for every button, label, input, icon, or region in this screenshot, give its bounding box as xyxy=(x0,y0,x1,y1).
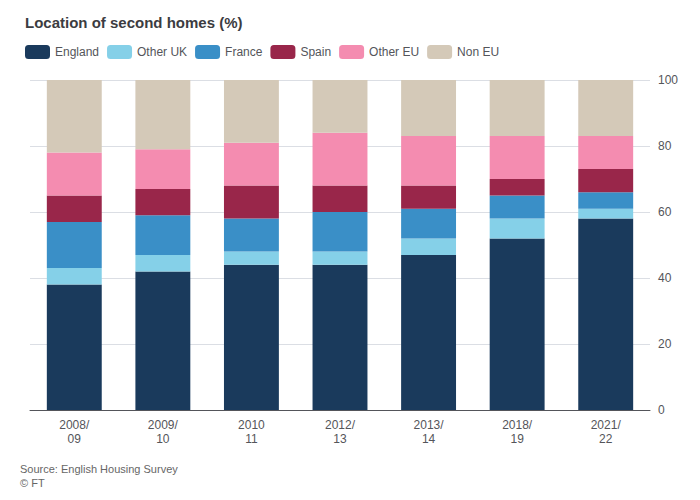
svg-text:20: 20 xyxy=(658,337,672,351)
svg-text:40: 40 xyxy=(658,271,672,285)
svg-text:09: 09 xyxy=(68,432,82,446)
svg-text:Other UK: Other UK xyxy=(137,45,187,59)
svg-text:19: 19 xyxy=(510,432,524,446)
svg-text:2009/: 2009/ xyxy=(148,418,179,432)
svg-text:80: 80 xyxy=(658,139,672,153)
svg-text:0: 0 xyxy=(658,403,665,417)
svg-text:Spain: Spain xyxy=(300,45,331,59)
svg-text:11: 11 xyxy=(245,432,258,446)
svg-text:England: England xyxy=(55,45,99,59)
svg-text:2021/: 2021/ xyxy=(591,418,622,432)
svg-text:Other EU: Other EU xyxy=(369,45,419,59)
svg-text:22: 22 xyxy=(599,432,613,446)
svg-text:2012/: 2012/ xyxy=(325,418,356,432)
svg-text:2008/: 2008/ xyxy=(59,418,90,432)
svg-text:13: 13 xyxy=(333,432,347,446)
svg-text:© FT: © FT xyxy=(20,477,45,489)
svg-text:France: France xyxy=(225,45,263,59)
svg-text:Location of second homes (%): Location of second homes (%) xyxy=(25,14,243,31)
svg-text:2013/: 2013/ xyxy=(414,418,445,432)
svg-text:2010: 2010 xyxy=(238,418,265,432)
svg-text:Source: English Housing Survey: Source: English Housing Survey xyxy=(20,463,178,475)
svg-text:14: 14 xyxy=(422,432,436,446)
svg-text:2018/: 2018/ xyxy=(502,418,533,432)
svg-text:10: 10 xyxy=(156,432,170,446)
svg-text:Non EU: Non EU xyxy=(457,45,499,59)
svg-text:60: 60 xyxy=(658,205,672,219)
svg-text:100: 100 xyxy=(658,73,678,87)
